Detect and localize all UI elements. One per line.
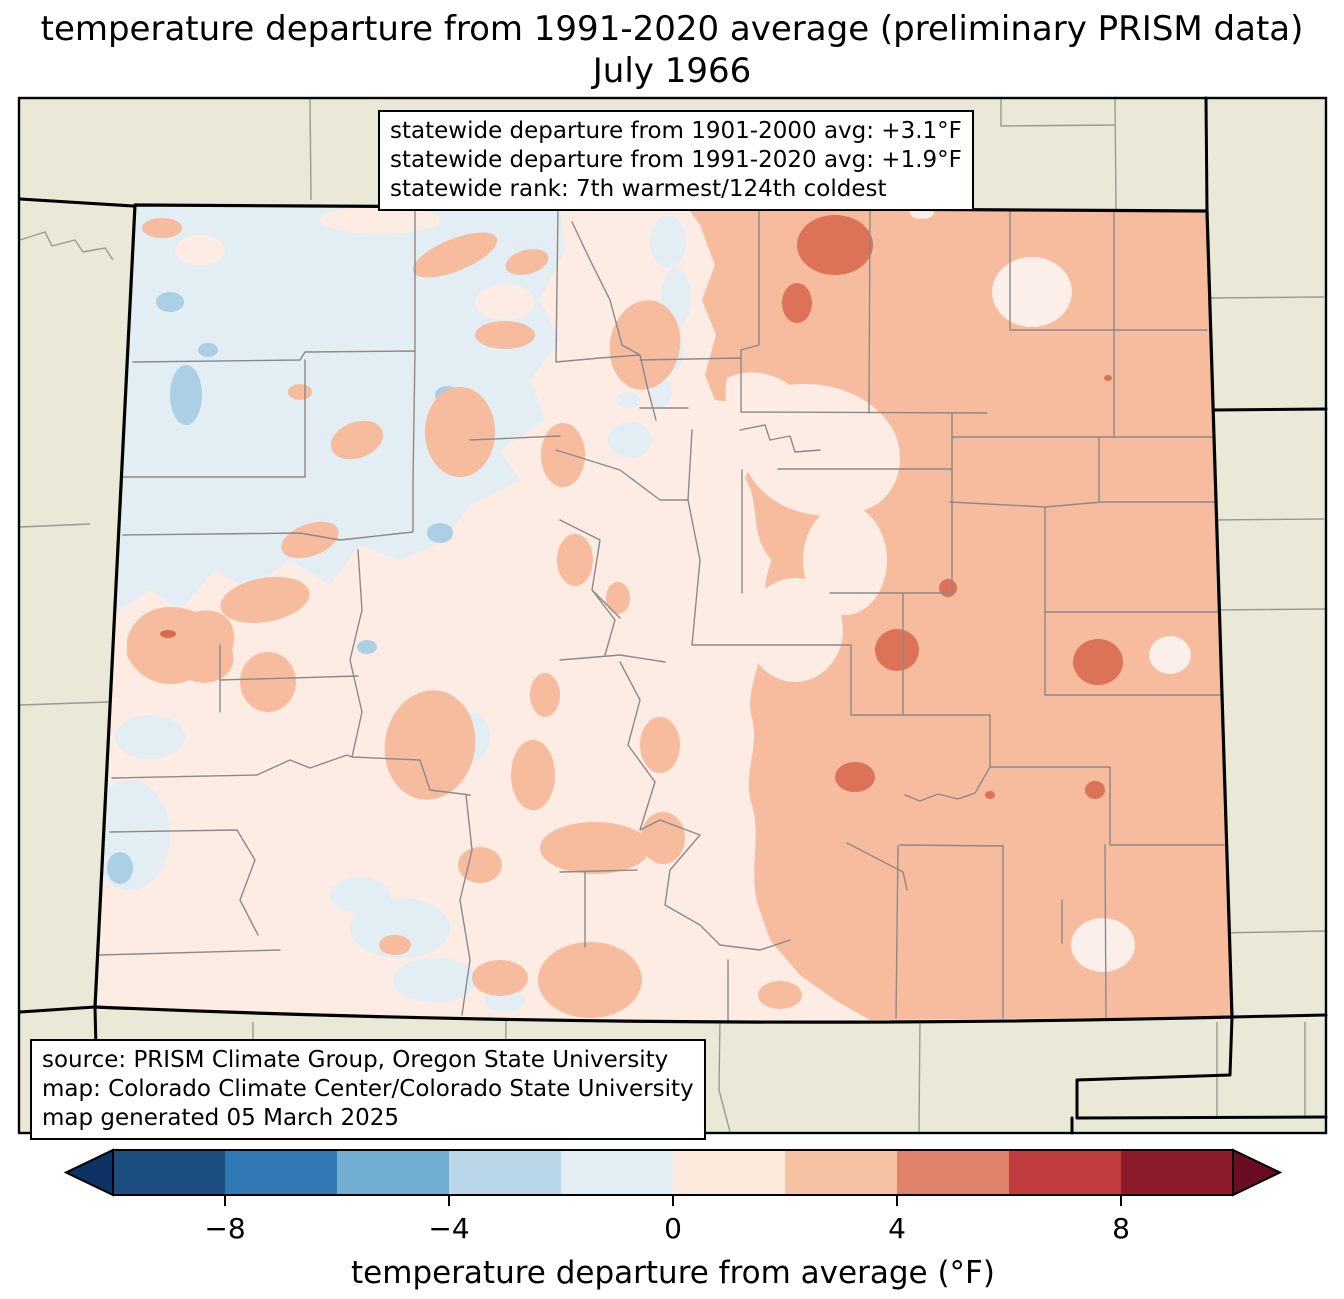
colorbar-extend-low-arrow [63,1148,114,1197]
colorbar-tick-marks [224,1195,1122,1206]
anomaly-fill-layer [95,205,1232,1023]
map-credit-line: map: Colorado Climate Center/Colorado St… [42,1076,694,1102]
stats-line-1901-2000: statewide departure from 1901-2000 avg: … [390,118,962,144]
stats-line-rank: statewide rank: 7th warmest/124th coldes… [390,176,887,202]
colorbar-tick-minus8: −8 [204,1212,245,1245]
colorbar-segments [113,1150,1233,1195]
source-line: source: PRISM Climate Group, Oregon Stat… [42,1047,669,1073]
colorbar-extend-high-arrow [1232,1148,1283,1197]
title-line2: July 1966 [592,51,752,91]
colorbar-axis-label: temperature departure from average (°F) [351,1255,995,1291]
chart-title: temperature departure from 1991-2020 ave… [0,8,1344,92]
source-credits-box: source: PRISM Climate Group, Oregon Stat… [30,1039,706,1140]
statewide-stats-box: statewide departure from 1901-2000 avg: … [378,110,974,211]
colorado-state-border [93,203,1234,1024]
generated-date-line: map generated 05 March 2025 [42,1105,400,1131]
title-line1: temperature departure from 1991-2020 ave… [40,9,1304,49]
colorbar-tick-8: 8 [1112,1212,1130,1245]
colorbar-tick-4: 4 [888,1212,906,1245]
colorbar: −8 −4 0 4 8 temperature departure from a… [63,1148,1283,1291]
colorbar-tick-0: 0 [664,1212,682,1245]
colorbar-tick-minus4: −4 [428,1212,469,1245]
colorado-county-lines [99,207,1225,1022]
stats-line-1991-2020: statewide departure from 1991-2020 avg: … [390,147,962,173]
